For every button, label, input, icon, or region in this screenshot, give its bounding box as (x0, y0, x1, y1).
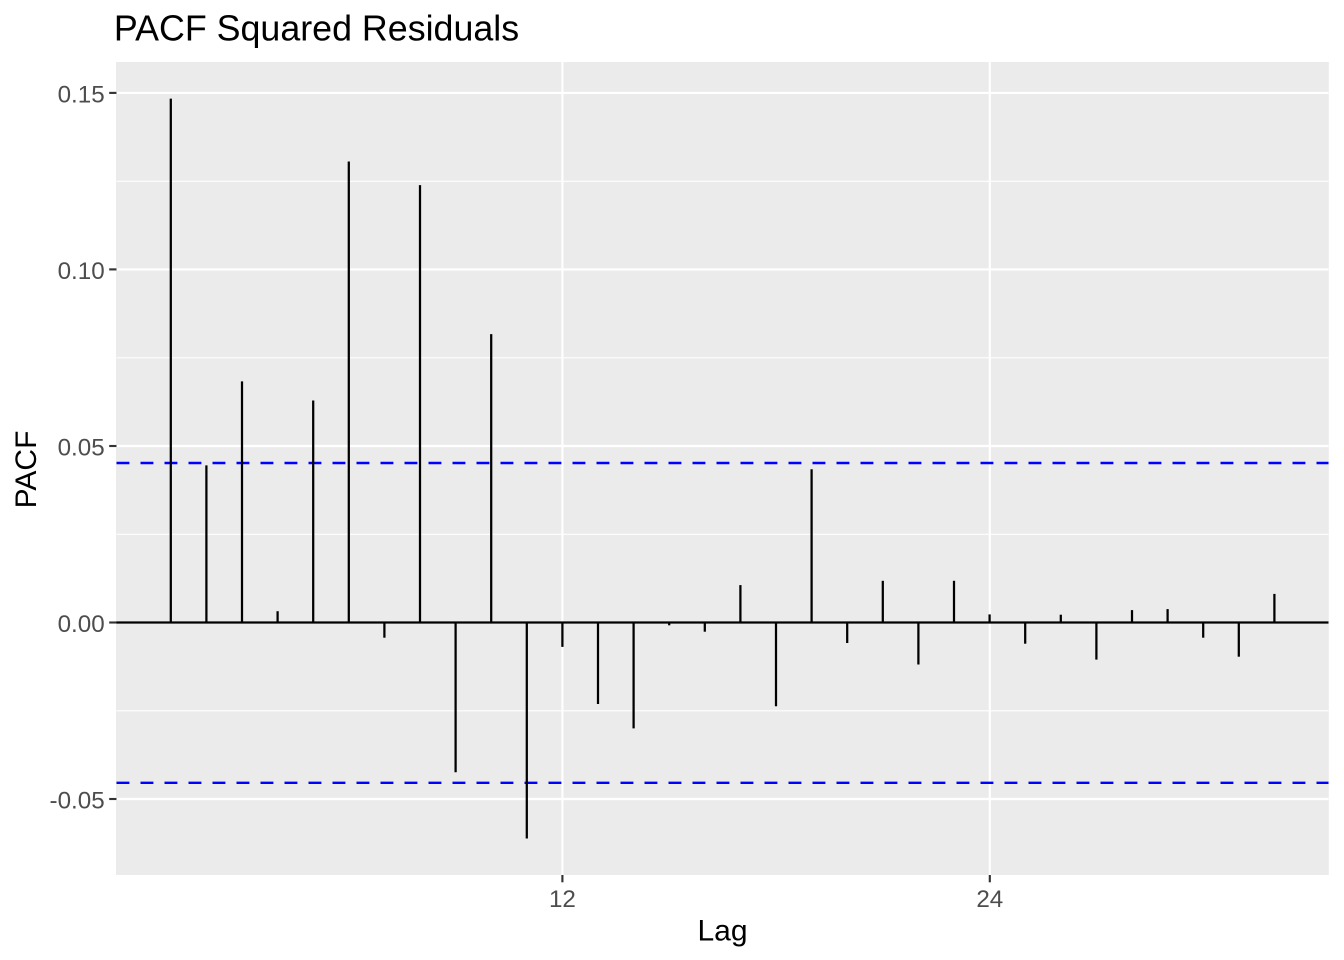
svg-text:PACF: PACF (10, 431, 43, 509)
svg-text:0.00: 0.00 (58, 611, 105, 638)
svg-text:PACF Squared Residuals: PACF Squared Residuals (114, 8, 519, 48)
svg-text:0.15: 0.15 (58, 82, 105, 109)
svg-text:24: 24 (976, 886, 1003, 913)
svg-text:-0.05: -0.05 (50, 788, 105, 815)
svg-text:12: 12 (549, 886, 576, 913)
svg-text:Lag: Lag (697, 915, 747, 948)
svg-text:0.05: 0.05 (58, 435, 105, 462)
svg-text:0.10: 0.10 (58, 258, 105, 285)
